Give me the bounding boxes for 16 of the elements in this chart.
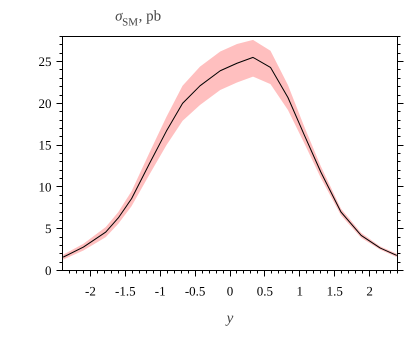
y-tick-label: 10 — [38, 179, 52, 194]
y-tick-label: 15 — [38, 138, 52, 153]
x-tick-label: 1.5 — [326, 284, 343, 298]
x-tick-label: 0.5 — [256, 284, 274, 298]
x-tick-label: -1.5 — [115, 284, 136, 298]
y-tick-label: 20 — [38, 96, 52, 111]
y-tick-label: 25 — [38, 54, 52, 70]
x-tick-label: 2 — [366, 284, 373, 298]
x-tick-label: 1 — [296, 284, 304, 298]
y-tick-label: 5 — [45, 221, 52, 236]
x-axis-title: y — [224, 310, 234, 326]
x-tick-label: -1 — [154, 284, 166, 298]
x-tick-label: -0.5 — [184, 284, 206, 298]
x-tick-label: 0 — [226, 284, 234, 298]
x-tick-label: -2 — [85, 284, 96, 298]
y-tick-label: 0 — [45, 263, 52, 278]
